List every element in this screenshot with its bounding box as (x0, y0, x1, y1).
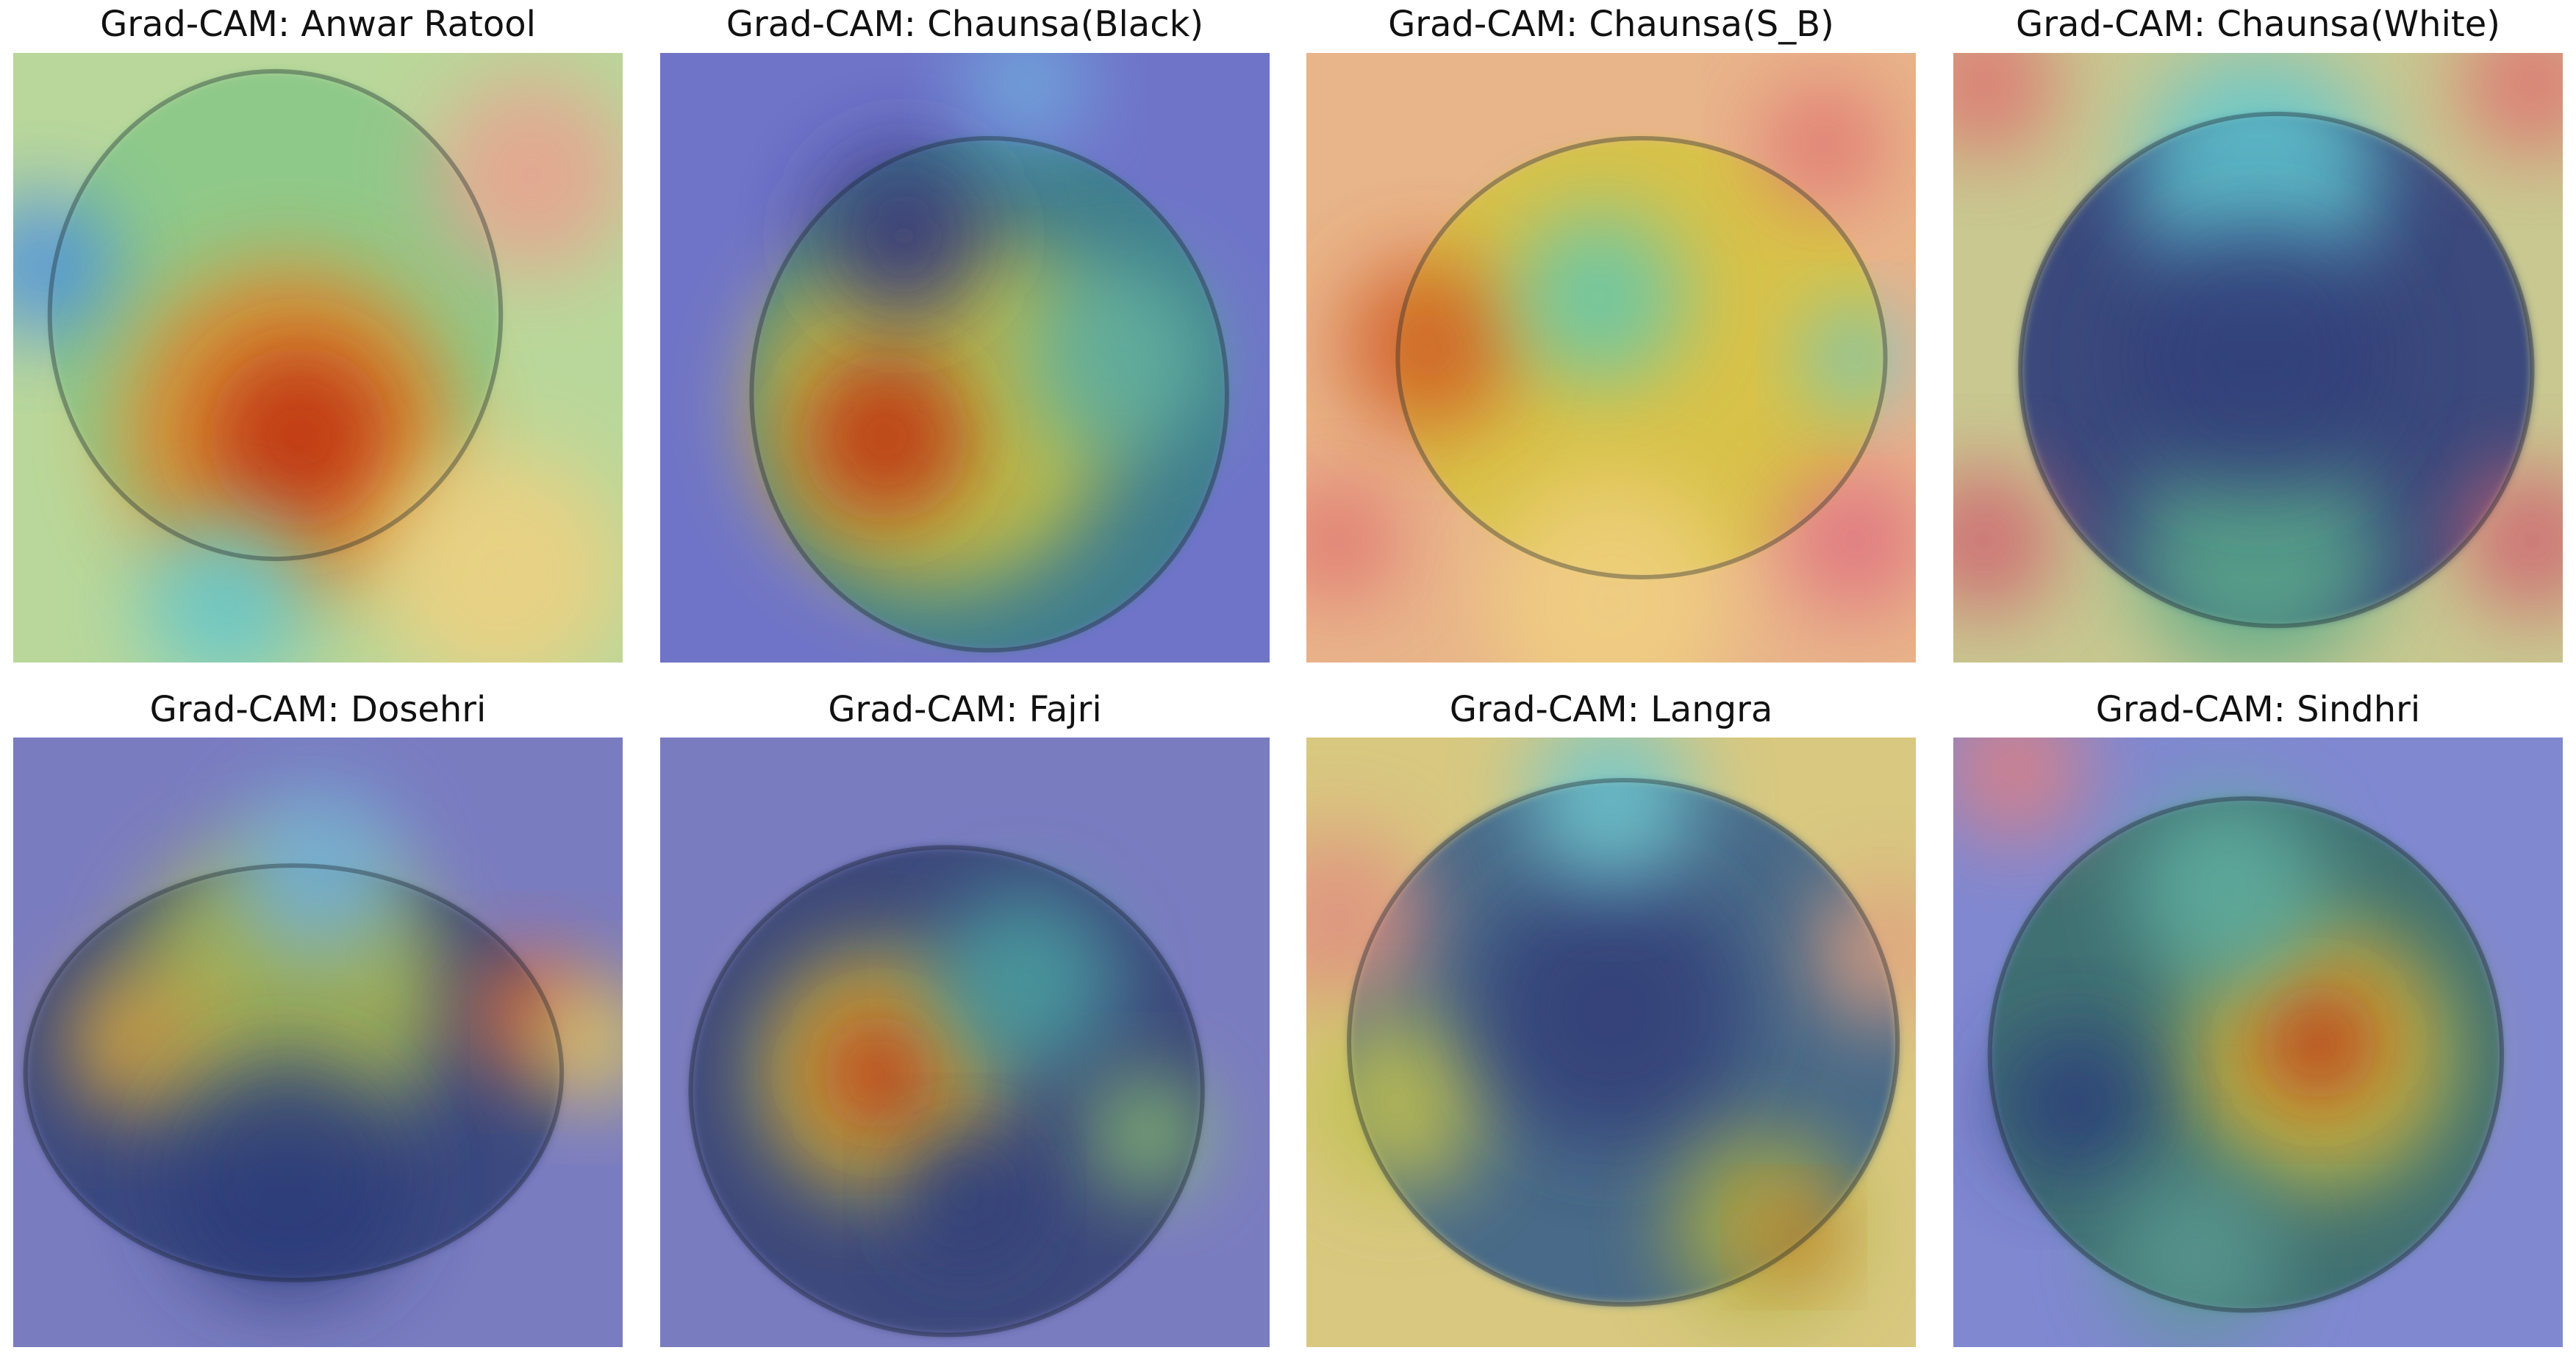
heat-blob (1020, 260, 1215, 456)
heat-blob (934, 890, 1117, 1073)
mango-outline (1987, 796, 2505, 1313)
mango-outline (688, 845, 1205, 1338)
mango-outline (2018, 111, 2535, 629)
heat-blob (208, 345, 391, 529)
heat-blob (1306, 1012, 1489, 1195)
heat-blob (904, 1133, 1026, 1256)
heat-blob (1812, 877, 1916, 1024)
heat-blob (2130, 792, 2325, 988)
mango-outline (47, 68, 504, 562)
heat-blob (818, 150, 990, 321)
heat-blob (1477, 877, 1745, 1146)
heat-blob (1757, 1201, 1831, 1274)
panel-title: Grad-CAM: Anwar Ratool (100, 4, 536, 45)
heatmap-panel (13, 738, 623, 1347)
heat-blob (1513, 211, 1684, 382)
heat-blob (1953, 467, 2057, 614)
heat-blob (800, 351, 971, 523)
heat-blob (2136, 431, 2380, 663)
panel-title: Grad-CAM: Langra (1450, 689, 1773, 730)
heat-blob (1953, 738, 2088, 841)
heat-blob (13, 193, 117, 340)
heat-blob (2136, 53, 2380, 297)
mango-outline (1395, 136, 1888, 579)
heat-blob (1306, 829, 1428, 1013)
heat-blob (1087, 1072, 1209, 1195)
panel-title: Grad-CAM: Fajri (828, 689, 1101, 730)
panel-title: Grad-CAM: Dosehri (150, 689, 487, 730)
heat-blob (1953, 53, 2057, 157)
heatmap-panel (1953, 53, 2563, 663)
mango-outline (749, 136, 1229, 653)
heat-blob (965, 53, 1087, 145)
heatmap-panel (1953, 738, 2563, 1347)
mango-outline (23, 863, 565, 1282)
heat-blob (1342, 260, 1514, 431)
heatmap-panel (1306, 738, 1916, 1347)
heat-blob (2111, 1170, 2283, 1341)
heat-blob (379, 449, 623, 663)
heatmap-panel (660, 738, 1270, 1347)
heat-blob (818, 1012, 941, 1134)
heat-blob (1806, 309, 1904, 407)
heat-blob (1525, 738, 1697, 884)
heat-blob (2124, 224, 2392, 492)
heat-blob (2459, 53, 2563, 157)
panel-title: Grad-CAM: Chaunsa(Black) (726, 4, 1203, 45)
heat-blob (165, 1054, 409, 1299)
heat-blob (1306, 479, 1398, 602)
panel-title: Grad-CAM: Sindhri (2096, 689, 2421, 730)
heat-blob (1781, 467, 1916, 614)
heat-blob (434, 77, 623, 273)
heat-blob (531, 981, 623, 1104)
heat-blob (2002, 1029, 2149, 1176)
heat-blob (1763, 83, 1886, 206)
panel-title: Grad-CAM: Chaunsa(White) (2016, 4, 2500, 45)
panel-title: Grad-CAM: Chaunsa(S_B) (1388, 4, 1834, 45)
heatmap-panel (1306, 53, 1916, 663)
heatmap-panel (13, 53, 623, 663)
heat-blob (141, 516, 312, 663)
heat-blob (2459, 467, 2563, 614)
heat-blob (232, 786, 404, 957)
mango-outline (1347, 778, 1900, 1307)
heat-blob (62, 969, 209, 1115)
heat-blob (2258, 981, 2380, 1104)
heat-blob (1489, 479, 1734, 663)
heatmap-panel (660, 53, 1270, 663)
